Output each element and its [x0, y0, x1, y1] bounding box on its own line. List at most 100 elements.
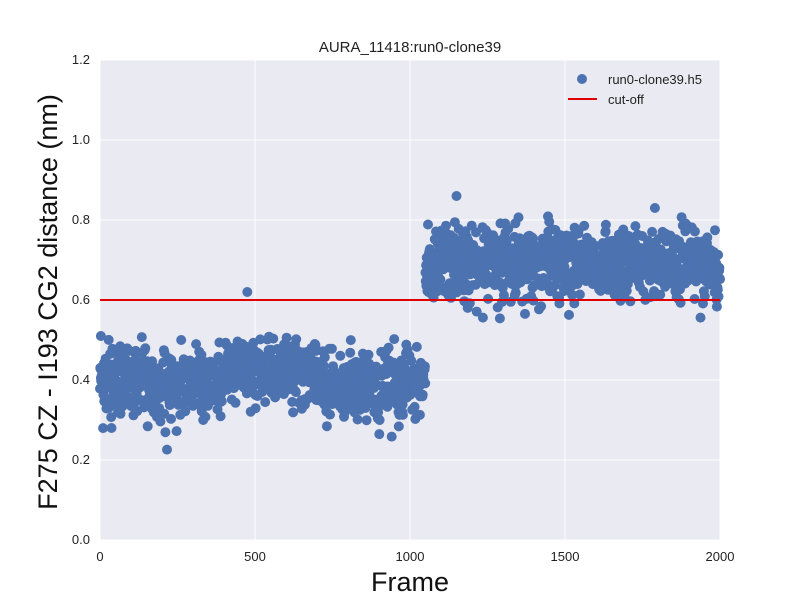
- data-point: [389, 334, 400, 345]
- data-point: [281, 332, 292, 343]
- data-point: [520, 308, 530, 319]
- data-point: [321, 421, 332, 432]
- data-point: [242, 287, 253, 297]
- data-point: [623, 230, 634, 241]
- data-point: [159, 408, 170, 419]
- data-point: [288, 407, 299, 418]
- y-tick-label: 0.0: [72, 532, 90, 547]
- y-tick-label: 0.8: [72, 212, 90, 227]
- data-point: [106, 423, 117, 433]
- data-point: [103, 334, 114, 345]
- data-point: [423, 219, 433, 230]
- data-point: [345, 335, 356, 346]
- y-tick-label: 0.6: [72, 292, 90, 307]
- x-tick-labels: 0 500 1000 1500 2000: [96, 549, 734, 564]
- data-point: [713, 249, 724, 260]
- data-point: [435, 274, 446, 285]
- x-tick-label: 500: [244, 549, 266, 564]
- x-tick-label: 1500: [551, 549, 580, 564]
- data-point: [374, 429, 385, 440]
- data-point: [503, 223, 514, 234]
- data-point: [483, 293, 494, 304]
- data-point: [638, 286, 649, 297]
- y-tick-labels: 0.0 0.2 0.4 0.6 0.8 1.0 1.2: [72, 52, 90, 547]
- data-point: [567, 289, 578, 300]
- data-point: [471, 306, 482, 317]
- data-point: [715, 274, 725, 285]
- data-point: [191, 339, 202, 350]
- legend-marker-scatter: [577, 74, 587, 84]
- data-point: [630, 221, 641, 232]
- data-point: [625, 296, 636, 307]
- data-point: [335, 350, 346, 361]
- data-point: [383, 342, 394, 353]
- data-point: [702, 232, 713, 243]
- data-point: [695, 312, 706, 323]
- data-point: [409, 401, 420, 412]
- y-tick-label: 0.4: [72, 372, 90, 387]
- data-point: [710, 225, 720, 236]
- data-point: [325, 409, 335, 420]
- data-point: [352, 414, 363, 425]
- data-point: [200, 411, 211, 422]
- data-point: [451, 191, 462, 201]
- legend-label-scatter: run0-clone39.h5: [608, 72, 702, 87]
- data-point: [417, 389, 428, 400]
- data-point: [513, 212, 524, 223]
- data-point: [649, 203, 660, 213]
- data-point: [374, 415, 385, 425]
- y-tick-label: 1.2: [72, 52, 90, 67]
- data-point: [477, 312, 488, 323]
- data-point: [393, 421, 404, 432]
- data-point: [514, 233, 525, 244]
- data-point: [419, 361, 430, 372]
- data-point: [600, 219, 611, 230]
- data-point: [386, 431, 397, 442]
- data-point: [216, 396, 227, 407]
- data-point: [268, 333, 279, 344]
- data-point: [420, 378, 431, 389]
- data-point: [291, 334, 302, 345]
- data-point: [230, 397, 241, 408]
- data-point: [326, 343, 337, 354]
- data-point: [498, 290, 509, 301]
- data-point: [711, 301, 722, 312]
- data-point: [255, 334, 266, 345]
- data-point: [171, 426, 182, 437]
- data-point: [160, 427, 171, 438]
- data-point: [196, 349, 207, 360]
- y-tick-label: 1.0: [72, 132, 90, 147]
- data-point: [140, 343, 151, 354]
- data-point: [215, 411, 226, 422]
- data-point: [647, 226, 658, 237]
- data-point: [363, 349, 374, 360]
- data-point: [176, 335, 187, 345]
- data-point: [180, 406, 191, 417]
- data-point: [250, 403, 261, 414]
- x-tick-label: 1000: [396, 549, 425, 564]
- legend: run0-clone39.h5 cut-off: [568, 72, 702, 107]
- data-point: [411, 341, 422, 352]
- y-tick-label: 0.2: [72, 452, 90, 467]
- data-point: [574, 289, 585, 300]
- data-point: [714, 262, 725, 273]
- data-point: [373, 407, 384, 418]
- data-point: [699, 291, 710, 302]
- data-points: [95, 191, 725, 455]
- data-point: [544, 216, 555, 227]
- x-tick-label: 2000: [706, 549, 735, 564]
- data-point: [319, 352, 330, 363]
- data-point: [361, 415, 372, 426]
- data-point: [397, 407, 408, 417]
- data-point: [689, 226, 700, 237]
- data-point: [260, 397, 271, 408]
- y-axis-label: F275 CZ - I193 CG2 distance (nm): [33, 94, 63, 510]
- data-point: [319, 361, 330, 372]
- data-point: [162, 444, 172, 455]
- data-point: [579, 220, 590, 231]
- data-point: [494, 313, 505, 324]
- data-point: [166, 413, 176, 424]
- data-point: [290, 387, 301, 398]
- data-point: [406, 355, 417, 366]
